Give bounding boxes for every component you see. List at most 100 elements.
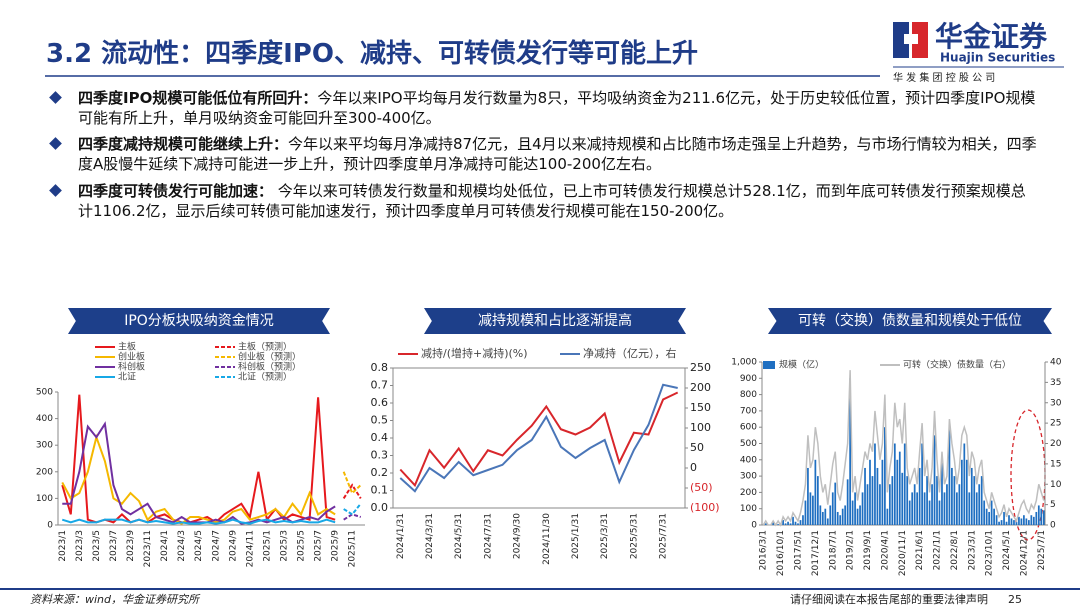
bar <box>874 443 876 525</box>
y2-tick-label: 150 <box>690 401 711 414</box>
bar <box>816 476 819 525</box>
y-tick-label: 0 <box>751 521 757 531</box>
line <box>343 513 362 521</box>
bar <box>794 521 797 525</box>
page-number: 25 <box>1008 593 1022 606</box>
x-tick-label: 2021/6/1 <box>915 530 925 570</box>
x-tick-label: 2025/5 <box>297 530 307 562</box>
x-tick-label: 2023/3/1 <box>967 530 977 570</box>
x-tick-label: 2024/9/30 <box>513 513 523 559</box>
bar <box>1027 520 1030 525</box>
bar <box>876 467 879 525</box>
y-tick-label: 1,000 <box>731 358 757 368</box>
bar <box>1032 516 1035 525</box>
y2-tick-label: 40 <box>1050 358 1062 368</box>
x-tick-label: 2024/12/1 <box>1019 530 1029 576</box>
x-tick-label: 2023/5 <box>92 530 102 562</box>
bar <box>1013 520 1015 525</box>
line <box>342 471 362 495</box>
bar <box>764 523 767 525</box>
legend-label: 创业板 <box>118 351 145 363</box>
y-tick-label: 200 <box>740 488 757 498</box>
bar <box>898 451 901 525</box>
x-tick-label: 2025/7 <box>314 530 324 562</box>
x-tick-label: 2017/12/1 <box>811 530 821 576</box>
y-tick-label: 600 <box>740 423 757 433</box>
x-tick-label: 2025/3/31 <box>600 513 610 559</box>
bar <box>988 511 991 525</box>
legend-swatch <box>763 361 775 369</box>
bar <box>1035 511 1038 525</box>
bar <box>802 515 804 525</box>
x-tick-label: 2024/7 <box>211 530 221 562</box>
x-tick-label: 2023/3 <box>75 530 85 562</box>
bar <box>834 482 837 525</box>
bar <box>931 484 933 525</box>
y2-tick-label: 35 <box>1050 378 1061 388</box>
y2-tick-label: 30 <box>1050 398 1062 408</box>
line <box>343 503 362 516</box>
bar <box>970 467 973 525</box>
bar <box>782 520 784 525</box>
y-tick-label: 0.1 <box>371 484 389 497</box>
y-tick-label: 0.8 <box>371 361 389 374</box>
bar <box>941 459 943 525</box>
bar <box>871 476 874 525</box>
x-tick-label: 2020/11/1 <box>898 530 908 576</box>
legend-label: 主板 <box>118 341 136 353</box>
title: 3.2 流动性：四季度IPO、减持、可转债发行等可能上升 <box>46 39 698 69</box>
bar <box>1020 518 1023 525</box>
bar <box>918 467 921 525</box>
y-tick-label: 200 <box>36 467 53 477</box>
bar <box>891 476 894 525</box>
bar <box>888 484 891 525</box>
chart-title: 可转（交换）债数量和规模处于低位 <box>768 308 1052 334</box>
bar <box>1010 518 1013 525</box>
legend-label: 科创板 <box>118 361 145 373</box>
bar <box>814 459 817 525</box>
bar <box>975 492 978 525</box>
bar <box>928 500 931 525</box>
x-tick-label: 2019/2/1 <box>846 530 856 570</box>
bar <box>908 500 911 525</box>
bar <box>998 521 1000 525</box>
x-tick-label: 2018/7/1 <box>828 530 838 570</box>
y-tick-label: 100 <box>740 504 757 514</box>
x-tick-label: 2024/1/31 <box>396 513 406 559</box>
bar <box>1008 515 1010 525</box>
bar <box>921 443 923 525</box>
bar <box>879 484 881 525</box>
bar <box>829 505 832 525</box>
line <box>399 383 678 493</box>
bar <box>859 505 861 525</box>
x-tick-label: 2024/11/30 <box>542 513 552 565</box>
bar <box>797 523 799 525</box>
bar <box>985 508 988 525</box>
bar <box>933 435 936 525</box>
y-tick-label: 0.0 <box>371 501 389 514</box>
legend-label: 主板（预测） <box>238 341 292 353</box>
line <box>61 433 336 525</box>
line <box>762 370 1045 527</box>
y2-tick-label: (100) <box>690 501 720 514</box>
bar <box>911 492 914 525</box>
bar <box>1000 520 1003 525</box>
y2-tick-label: 100 <box>690 421 711 434</box>
bar <box>993 508 995 525</box>
legend-label: 净减持（亿元），右 <box>583 346 677 360</box>
y2-tick-label: 25 <box>1050 419 1061 429</box>
bar <box>1023 515 1025 525</box>
y-tick-label: 0.5 <box>371 414 389 427</box>
y-tick-label: 0.7 <box>371 379 389 392</box>
bar <box>884 427 886 525</box>
legend-label: 减持/(增持+减持)(%) <box>421 346 528 360</box>
bar <box>963 443 966 525</box>
x-tick-label: 2025/3 <box>279 530 289 562</box>
bar <box>856 508 859 525</box>
bar <box>995 515 998 525</box>
bar <box>990 500 993 525</box>
bar <box>799 520 802 525</box>
y2-tick-label: 50 <box>690 441 704 454</box>
bar <box>836 511 839 525</box>
bar <box>821 511 824 525</box>
